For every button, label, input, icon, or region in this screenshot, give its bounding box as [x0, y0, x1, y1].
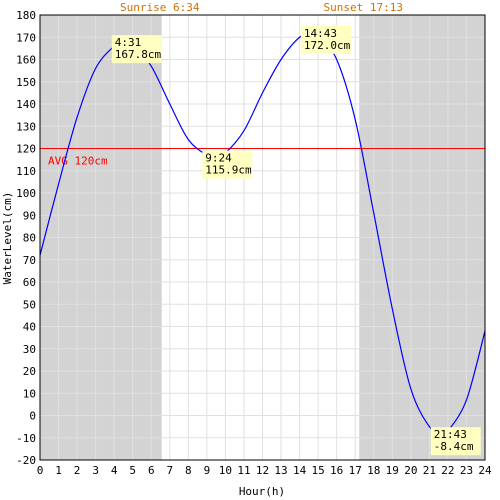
y-tick-50: 50: [23, 298, 36, 311]
x-tick-0: 0: [37, 464, 44, 477]
annotation-box-1: [202, 150, 253, 179]
y-tick-80: 80: [23, 232, 36, 245]
y-tick-90: 90: [23, 209, 36, 222]
sunset-label: Sunset 17:13: [323, 1, 402, 14]
x-tick-14: 14: [293, 464, 307, 477]
y-tick-70: 70: [23, 254, 36, 267]
x-tick-3: 3: [92, 464, 99, 477]
y-tick-labels: -20 -10 0 10 20 30 40 50 60 70 80 90 100 110 120 130 140…: [16, 9, 36, 467]
x-tick-15: 15: [312, 464, 325, 477]
y-tick-130: 130: [16, 120, 36, 133]
annotation-level-3: -8.4cm: [434, 440, 474, 453]
x-tick-1: 1: [55, 464, 62, 477]
x-tick-21: 21: [423, 464, 436, 477]
x-tick-19: 19: [386, 464, 399, 477]
x-tick-17: 17: [349, 464, 362, 477]
y-tick-110: 110: [16, 165, 36, 178]
x-tick-16: 16: [330, 464, 343, 477]
annotation-time-3: 21:43: [434, 428, 467, 441]
y-tick-10: 10: [23, 387, 36, 400]
x-axis-label: Hour(h): [239, 485, 285, 498]
x-tick-9: 9: [204, 464, 211, 477]
y-tick--10: -10: [16, 432, 36, 445]
x-tick-23: 23: [460, 464, 473, 477]
annotation-level-0: 167.8cm: [115, 48, 162, 61]
average-line-group: AVG 120cm: [40, 148, 485, 168]
y-tick-30: 30: [23, 343, 36, 356]
y-tick-170: 170: [16, 31, 36, 44]
grid-lines: [39, 14, 486, 461]
annotation-level-1: 115.9cm: [205, 164, 252, 177]
y-tick-40: 40: [23, 321, 36, 334]
x-tick-13: 13: [274, 464, 287, 477]
y-tick-120: 120: [16, 143, 36, 156]
annotation-time-0: 4:31: [115, 36, 142, 49]
annotation-level-2: 172.0cm: [304, 39, 351, 52]
annotation-time-2: 14:43: [304, 27, 337, 40]
axes: [39, 14, 486, 461]
x-tick-8: 8: [185, 464, 192, 477]
x-tick-24: 24: [478, 464, 492, 477]
y-tick-60: 60: [23, 276, 36, 289]
y-tick-20: 20: [23, 365, 36, 378]
y-tick-150: 150: [16, 76, 36, 89]
x-tick-22: 22: [441, 464, 454, 477]
x-tick-10: 10: [219, 464, 232, 477]
y-tick-140: 140: [16, 98, 36, 111]
y-tick-0: 0: [29, 410, 36, 423]
annotation-box-2: [300, 25, 351, 54]
x-tick-5: 5: [129, 464, 136, 477]
x-tick-4: 4: [111, 464, 118, 477]
x-tick-11: 11: [237, 464, 250, 477]
x-tick-2: 2: [74, 464, 81, 477]
y-axis-label: WaterLevel(cm): [1, 192, 14, 285]
y-tick-100: 100: [16, 187, 36, 200]
x-tick-20: 20: [404, 464, 417, 477]
extremum-annotation-3: 21:43-8.4cm: [430, 427, 481, 456]
x-tick-6: 6: [148, 464, 155, 477]
sunrise-label: Sunrise 6:34: [120, 1, 200, 14]
y-tick-160: 160: [16, 54, 36, 67]
annotation-box-3: [430, 427, 481, 456]
plot-frame: [39, 14, 486, 461]
x-tick-12: 12: [256, 464, 269, 477]
y-tick-180: 180: [16, 9, 36, 22]
average-label: AVG 120cm: [48, 155, 108, 168]
y-tick--20: -20: [16, 454, 36, 467]
x-tick-7: 7: [166, 464, 173, 477]
annotation-box-0: [111, 35, 162, 64]
x-tick-18: 18: [367, 464, 380, 477]
x-tick-labels: 0 1 2 3 4 5 6 7 8 9 10 11 12 13 14 15 16 17 18 19 20 21 22 23 24: [37, 464, 492, 477]
annotation-time-1: 9:24: [205, 152, 232, 165]
